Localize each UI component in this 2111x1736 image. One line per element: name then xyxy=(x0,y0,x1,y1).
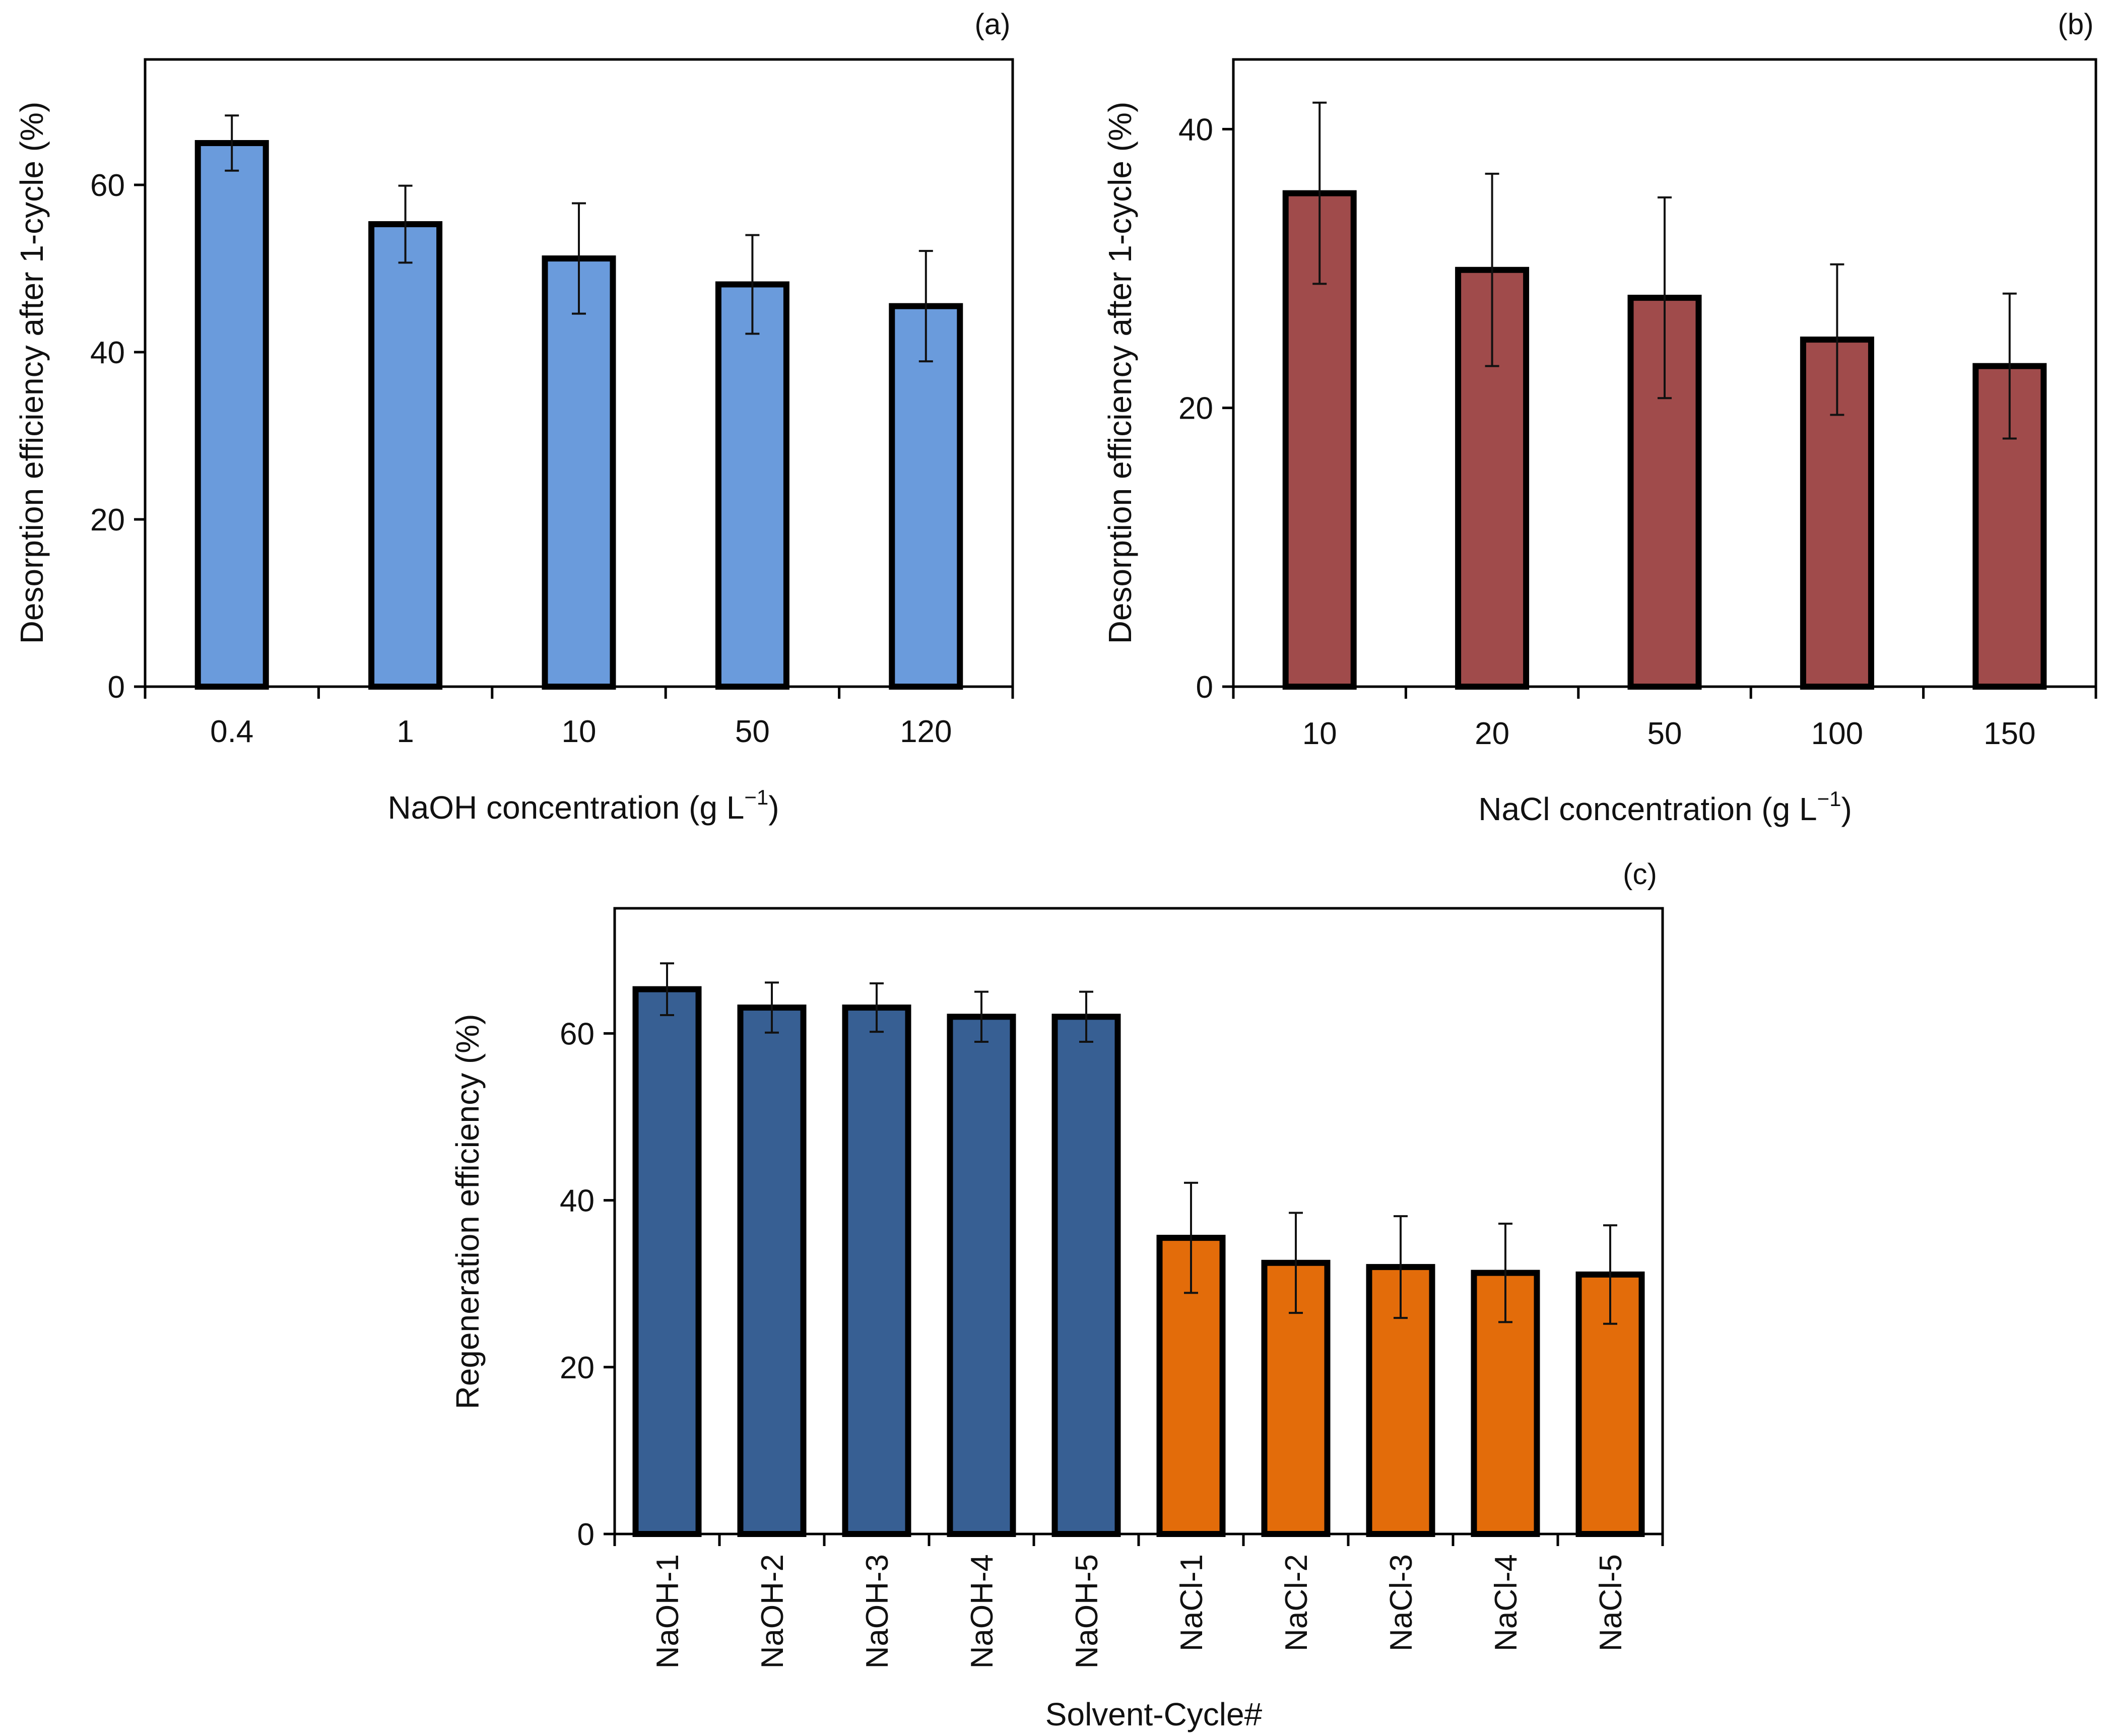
panel-a-x-axis-title: NaOH concentration (g L−1) xyxy=(387,785,779,826)
x-tick-label: 0.4 xyxy=(210,714,253,749)
x-tick-label: NaOH-1 xyxy=(650,1554,685,1668)
y-tick-label: 0 xyxy=(577,1517,595,1552)
error-bar xyxy=(1312,101,1327,285)
panel-b-label: (b) xyxy=(2058,8,2094,41)
x-tick-label: NaCl-5 xyxy=(1594,1554,1628,1651)
panel-a-y-ticks: 0 20 40 60 xyxy=(90,168,145,705)
x-tick-label: NaCl-2 xyxy=(1279,1554,1314,1651)
y-tick-label: 60 xyxy=(90,168,125,203)
error-bar xyxy=(660,962,674,1016)
panel-c-y-ticks: 0 20 40 60 xyxy=(560,1017,615,1552)
y-tick-label: 0 xyxy=(108,670,125,705)
bar xyxy=(1051,1014,1121,1537)
y-tick-label: 40 xyxy=(90,336,125,370)
panel-c-x-ticks: NaOH-1 NaOH-2 NaOH-3 NaOH-4 NaOH-5 NaCl-1 NaCl… xyxy=(613,1534,1664,1668)
panel-b-bars xyxy=(1282,101,2047,690)
bar xyxy=(737,1005,807,1537)
error-bar xyxy=(2002,292,2017,440)
error-bar xyxy=(974,990,988,1043)
panel-b-y-axis-title: Desorption efficiency after 1-cycle (%) xyxy=(1102,102,1138,644)
x-tick-label: 10 xyxy=(562,714,597,749)
panel-a: (a) 0 20 40 60 0.4 1 10 50 120 Desorption effic… xyxy=(14,8,1014,826)
x-tick-label: NaCl-1 xyxy=(1174,1554,1209,1651)
y-tick-label: 40 xyxy=(1178,112,1213,147)
x-tick-label: 1 xyxy=(397,714,414,749)
panel-c-label: (c) xyxy=(1623,858,1657,891)
error-bar xyxy=(1184,1181,1198,1294)
x-tick-label: 150 xyxy=(1984,716,2035,751)
x-tick-label: NaOH-3 xyxy=(860,1554,895,1668)
panel-a-bars xyxy=(194,114,963,690)
x-tick-label: 10 xyxy=(1302,716,1337,751)
bar xyxy=(715,281,789,690)
y-tick-label: 40 xyxy=(560,1184,595,1219)
error-bar xyxy=(572,202,586,315)
y-tick-label: 20 xyxy=(1178,391,1213,426)
x-tick-label: NaCl-3 xyxy=(1384,1554,1419,1651)
bar xyxy=(842,1005,911,1537)
error-bar xyxy=(1394,1215,1408,1319)
bar xyxy=(889,303,963,690)
panel-c-bars xyxy=(632,962,1645,1538)
error-bar xyxy=(398,184,413,264)
error-bar xyxy=(745,234,760,335)
x-tick-label: 100 xyxy=(1811,716,1863,751)
x-tick-label: NaCl-4 xyxy=(1489,1554,1524,1651)
panel-a-label: (a) xyxy=(975,8,1011,41)
error-bar xyxy=(1485,172,1499,367)
x-tick-label: 120 xyxy=(900,714,952,749)
bar xyxy=(542,255,616,690)
panel-b: (b) 0 20 40 10 20 50 100 150 Desorption effici… xyxy=(1102,8,2097,827)
panel-b-x-axis-title: NaCl concentration (g L−1) xyxy=(1478,787,1852,827)
x-tick-label: 20 xyxy=(1475,716,1509,751)
error-bar xyxy=(870,982,884,1033)
error-bar xyxy=(918,250,933,363)
panel-c-y-axis-title: Regeneration efficiency (%) xyxy=(449,1014,486,1410)
x-tick-label: 50 xyxy=(735,714,770,749)
x-tick-label: NaOH-5 xyxy=(1070,1554,1104,1668)
error-bar xyxy=(765,981,779,1034)
x-tick-label: NaOH-4 xyxy=(965,1554,1000,1668)
y-tick-label: 60 xyxy=(560,1017,595,1051)
error-bar xyxy=(225,114,239,172)
y-tick-label: 20 xyxy=(560,1351,595,1385)
y-tick-label: 0 xyxy=(1196,670,1213,705)
bar xyxy=(368,221,443,690)
error-bar xyxy=(1603,1224,1617,1325)
bar xyxy=(194,140,269,690)
x-tick-label: 50 xyxy=(1647,716,1682,751)
panel-b-y-ticks: 0 20 40 xyxy=(1178,112,1233,705)
panel-a-y-axis-title: Desorption efficiency after 1-cycle (%) xyxy=(14,102,50,644)
panel-a-x-ticks: 0.4 1 10 50 120 xyxy=(144,687,1014,749)
x-tick-label: NaOH-2 xyxy=(755,1554,790,1668)
bar xyxy=(632,986,702,1537)
panel-b-x-ticks: 10 20 50 100 150 xyxy=(1232,687,2097,751)
error-bar xyxy=(1830,263,1844,416)
error-bar xyxy=(1658,196,1672,399)
error-bar xyxy=(1498,1222,1512,1323)
bar xyxy=(947,1014,1016,1537)
panel-c-x-axis-title: Solvent-Cycle# xyxy=(1045,1696,1263,1732)
error-bar xyxy=(1079,990,1093,1043)
y-tick-label: 20 xyxy=(90,503,125,538)
error-bar xyxy=(1289,1212,1303,1314)
